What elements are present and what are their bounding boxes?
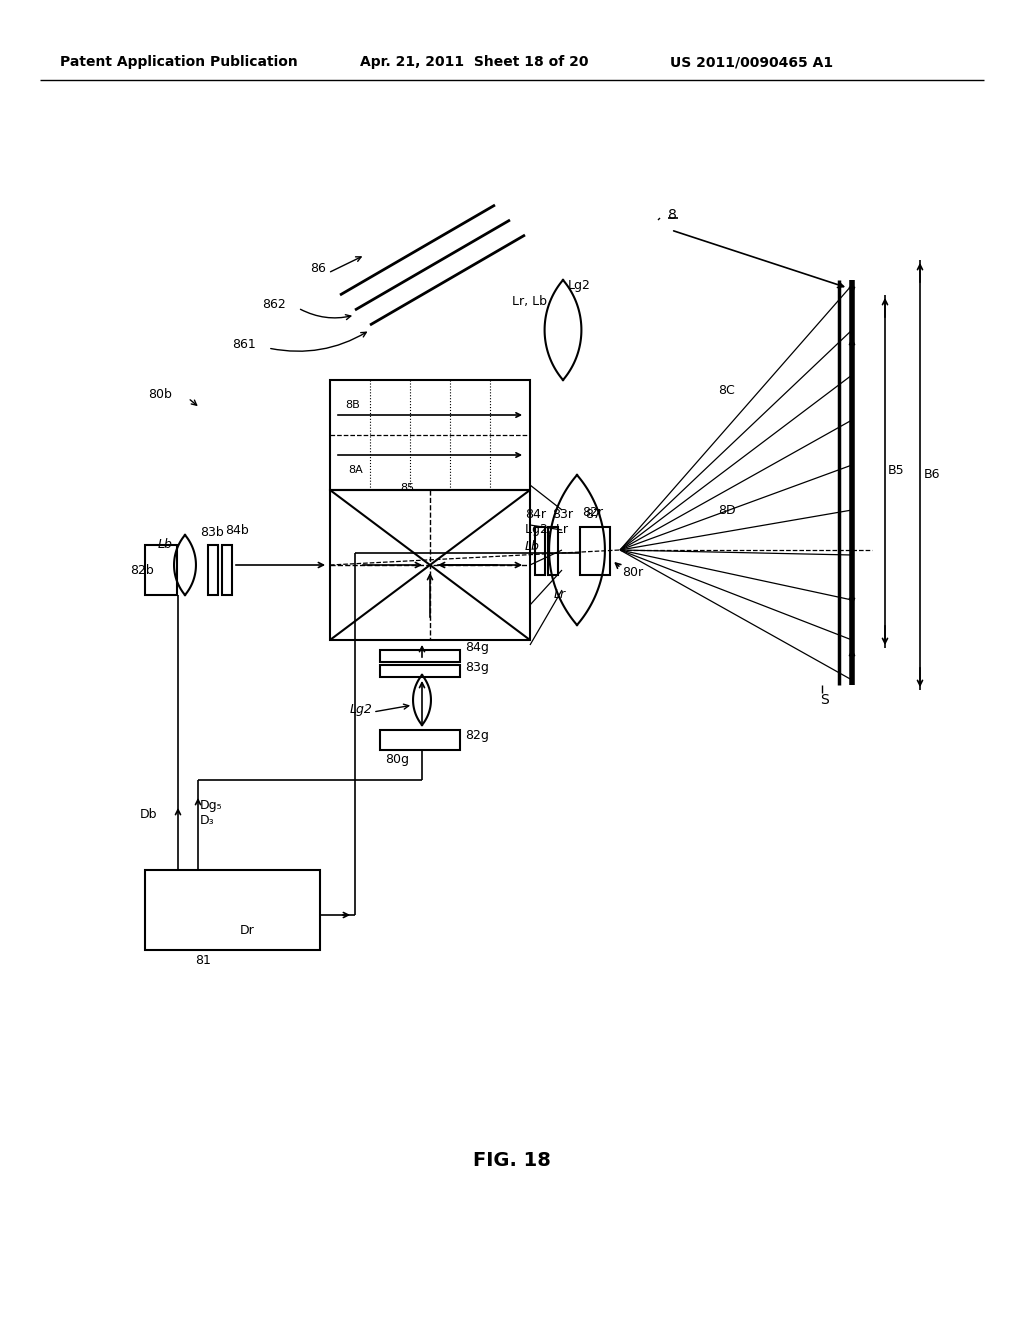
Text: 8A: 8A xyxy=(348,465,362,475)
Text: 80r: 80r xyxy=(622,566,643,579)
Text: Lr: Lr xyxy=(554,587,566,601)
Text: 81: 81 xyxy=(195,953,211,966)
Text: 87: 87 xyxy=(585,508,601,521)
Text: FIG. 18: FIG. 18 xyxy=(473,1151,551,1170)
Text: 80g: 80g xyxy=(385,754,409,767)
Text: US 2011/0090465 A1: US 2011/0090465 A1 xyxy=(670,55,834,69)
Text: D₃: D₃ xyxy=(200,813,215,826)
Bar xyxy=(208,545,218,595)
Text: 82b: 82b xyxy=(130,564,154,577)
Text: Patent Application Publication: Patent Application Publication xyxy=(60,55,298,69)
Text: S: S xyxy=(820,693,828,708)
Bar xyxy=(580,527,610,576)
Bar xyxy=(330,380,530,490)
Text: 83r: 83r xyxy=(552,507,573,520)
Text: Dr: Dr xyxy=(240,924,255,936)
Bar xyxy=(145,545,177,595)
Bar xyxy=(330,490,530,640)
Text: 84r: 84r xyxy=(525,507,546,520)
Text: 8B: 8B xyxy=(345,400,359,411)
Text: Lg2, Lr: Lg2, Lr xyxy=(525,524,568,536)
Text: 84g: 84g xyxy=(465,642,488,655)
Text: 8C: 8C xyxy=(718,384,735,396)
Text: 862: 862 xyxy=(262,298,286,312)
Bar xyxy=(535,527,545,576)
Text: 8D: 8D xyxy=(718,503,735,516)
Text: 861: 861 xyxy=(232,338,256,351)
Text: 84b: 84b xyxy=(225,524,249,536)
Bar xyxy=(380,649,460,663)
Text: Lr, Lb: Lr, Lb xyxy=(512,296,547,309)
Text: Dg₅: Dg₅ xyxy=(200,799,222,812)
Text: Lb: Lb xyxy=(158,539,173,552)
Text: B5: B5 xyxy=(888,465,904,478)
Text: Db: Db xyxy=(140,808,158,821)
Text: 80b: 80b xyxy=(148,388,172,401)
Text: Lg2: Lg2 xyxy=(350,704,373,717)
Bar xyxy=(380,665,460,677)
Text: 86: 86 xyxy=(310,261,326,275)
Text: 82r: 82r xyxy=(582,507,603,520)
Text: B6: B6 xyxy=(924,469,940,482)
Text: 83b: 83b xyxy=(200,527,224,540)
Text: Apr. 21, 2011  Sheet 18 of 20: Apr. 21, 2011 Sheet 18 of 20 xyxy=(360,55,589,69)
Bar xyxy=(145,870,319,950)
Text: Lb: Lb xyxy=(525,540,540,553)
Bar xyxy=(380,730,460,750)
Text: Lg2: Lg2 xyxy=(568,279,591,292)
Text: 8: 8 xyxy=(668,209,677,222)
Bar xyxy=(222,545,232,595)
Text: 83g: 83g xyxy=(465,661,488,675)
Text: 82g: 82g xyxy=(465,729,488,742)
Text: 85: 85 xyxy=(400,483,414,492)
Bar xyxy=(548,527,558,576)
